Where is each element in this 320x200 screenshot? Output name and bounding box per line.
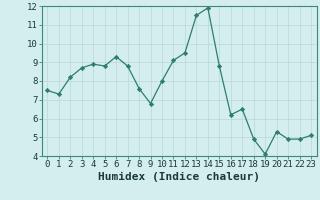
X-axis label: Humidex (Indice chaleur): Humidex (Indice chaleur) [98,172,260,182]
